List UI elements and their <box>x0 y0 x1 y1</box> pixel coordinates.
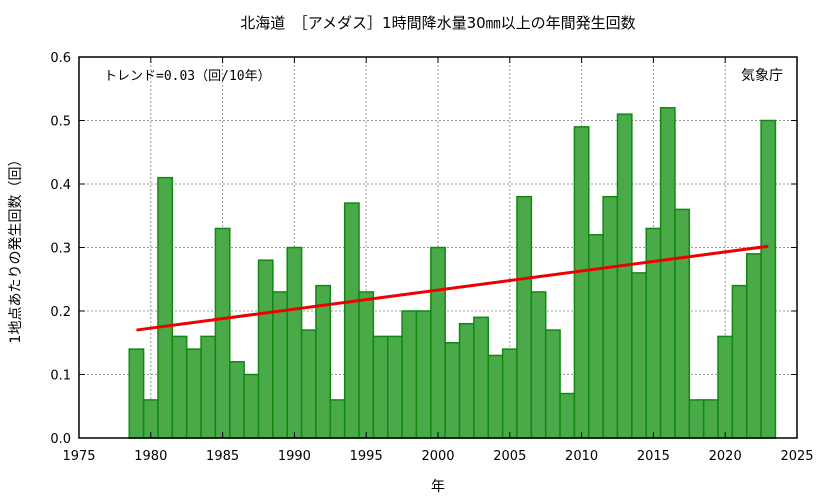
bar-1982 <box>171 335 188 439</box>
bar-1998 <box>401 310 418 439</box>
bar-1990 <box>286 246 303 439</box>
bar-2022 <box>745 253 762 439</box>
x-tick-label: 1995 <box>350 449 383 464</box>
x-tick-label: 2005 <box>493 449 526 464</box>
bar-1988 <box>257 259 274 439</box>
bar-2005 <box>501 348 518 439</box>
bar-1992 <box>315 284 332 439</box>
bar-1984 <box>200 335 217 439</box>
x-axis-label: 年 <box>431 479 445 495</box>
bar-2003 <box>473 316 490 439</box>
bar-1993 <box>329 399 346 439</box>
x-tick-label: 1985 <box>206 449 239 464</box>
bar-1996 <box>372 335 389 439</box>
bar-2013 <box>616 113 633 439</box>
bar-2017 <box>674 208 691 439</box>
bar-2012 <box>602 195 619 439</box>
bar-2019 <box>702 399 719 439</box>
y-axis: 0.0 0.1 0.2 0.3 0.4 0.5 0.6 <box>50 51 797 447</box>
x-axis: 1975 1980 1985 1990 1995 2000 2005 2010 2015 2020… <box>62 57 814 464</box>
bar-1983 <box>185 348 202 439</box>
bar-1985 <box>214 227 231 439</box>
bar-2000 <box>430 246 446 439</box>
bar-1989 <box>272 291 288 439</box>
bar-2021 <box>731 284 748 439</box>
bar-1981 <box>157 176 174 439</box>
x-tick-label: 2000 <box>421 449 454 464</box>
y-tick-label: 0.0 <box>50 432 71 447</box>
y-tick-label: 0.1 <box>50 369 71 384</box>
bar-2002 <box>458 322 475 439</box>
y-tick-label: 0.4 <box>50 178 71 193</box>
bar-1995 <box>358 291 375 439</box>
y-tick-label: 0.2 <box>50 305 71 320</box>
bar-1987 <box>243 373 260 439</box>
bar-1994 <box>343 202 360 439</box>
bar-2016 <box>659 107 676 439</box>
x-tick-label: 1990 <box>278 449 311 464</box>
x-tick-label: 2020 <box>709 449 742 464</box>
bar-2008 <box>544 329 561 439</box>
bar-2009 <box>559 392 576 439</box>
bar-1979 <box>128 348 145 439</box>
x-tick-label: 1980 <box>134 449 167 464</box>
bar-2007 <box>530 291 547 439</box>
y-tick-label: 0.5 <box>50 115 71 130</box>
bar-2020 <box>717 335 734 439</box>
x-tick-label: 2025 <box>780 449 813 464</box>
x-tick-label: 1975 <box>62 449 95 464</box>
x-tick-label: 2015 <box>637 449 670 464</box>
bar-1999 <box>415 310 432 439</box>
bar-2023 <box>760 119 777 439</box>
bar-2001 <box>444 342 461 439</box>
bar-1986 <box>229 361 245 439</box>
bar-1991 <box>300 329 317 439</box>
x-tick-label: 2010 <box>565 449 598 464</box>
source-label: 気象庁 <box>741 68 783 84</box>
bar-2004 <box>487 354 504 439</box>
y-tick-label: 0.6 <box>50 51 71 66</box>
y-tick-label: 0.3 <box>50 242 71 257</box>
y-axis-label: 1地点あたりの発生回数（回） <box>8 153 24 344</box>
trend-line <box>136 244 769 332</box>
bars <box>128 107 777 439</box>
bar-1997 <box>386 335 403 439</box>
chart-title: 北海道 ［アメダス］1時間降水量30㎜以上の年間発生回数 <box>240 14 635 32</box>
bar-2010 <box>573 126 590 439</box>
bar-2018 <box>688 399 705 439</box>
bar-2011 <box>588 234 604 439</box>
bar-2006 <box>516 195 533 439</box>
trend-annotation: トレンド=0.03（回/10年） <box>104 69 271 84</box>
bar-2014 <box>631 272 647 439</box>
